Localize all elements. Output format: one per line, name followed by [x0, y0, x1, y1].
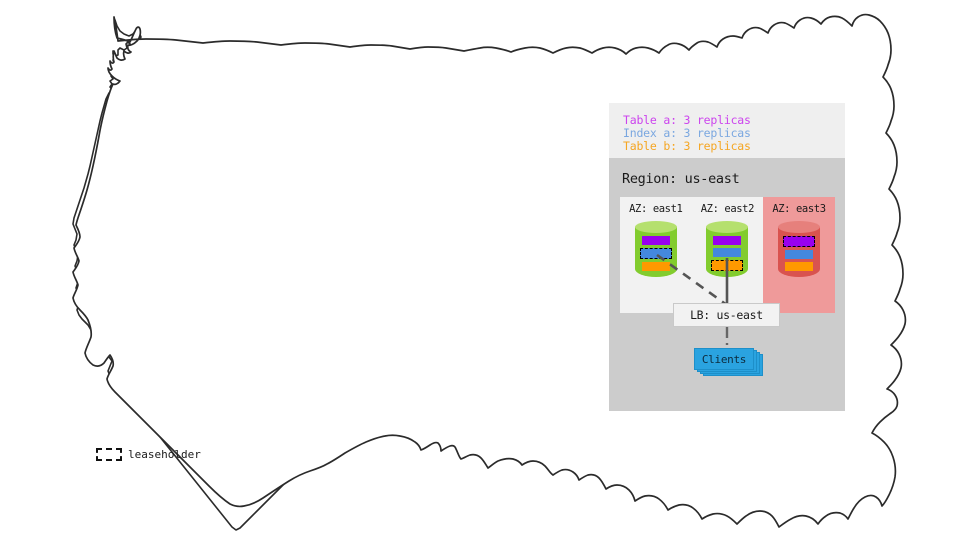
- database-cylinder-east1[interactable]: [634, 221, 677, 283]
- az-label-east1: AZ: east1: [629, 203, 683, 215]
- load-balancer-label: LB: us-east: [690, 308, 763, 322]
- replica-bands: [635, 233, 677, 277]
- replica-bands: [706, 233, 748, 277]
- replica-band-table-a: [641, 236, 670, 245]
- replica-legend-item-table-b: Table b: 3 replicas: [623, 139, 751, 153]
- az-box-east1[interactable]: AZ: east1: [620, 197, 692, 313]
- replica-legend: Table a: 3 replicas Index a: 3 replicas …: [609, 103, 845, 158]
- az-label-east2: AZ: east2: [700, 203, 755, 215]
- replica-band-index-a: [784, 250, 813, 259]
- replica-bands: [778, 233, 820, 277]
- az-box-east3[interactable]: AZ: east3: [763, 197, 835, 313]
- cylinder-top-ellipse: [777, 221, 820, 233]
- cylinder-top-ellipse: [634, 221, 677, 233]
- replica-band-table-a: [713, 236, 742, 245]
- replica-band-table-b: [641, 262, 670, 271]
- replica-legend-item-index-a: Index a: 3 replicas: [623, 126, 751, 140]
- clients-stack[interactable]: Clients: [694, 348, 764, 376]
- leaseholder-legend: leaseholder: [96, 448, 201, 461]
- replica-band-index-a-leaseholder: [639, 248, 672, 259]
- database-cylinder-east3[interactable]: [777, 221, 820, 283]
- az-label-east3: AZ: east3: [772, 203, 826, 215]
- database-cylinder-east2[interactable]: [706, 221, 749, 283]
- replica-band-table-b-leaseholder: [711, 260, 744, 271]
- az-box-east2[interactable]: AZ: east2: [691, 197, 764, 313]
- replica-band-index-a: [713, 248, 742, 257]
- cylinder-top-ellipse: [706, 221, 749, 233]
- region-title: Region: us-east: [622, 171, 740, 187]
- az-row: AZ: east1 AZ: east2: [620, 197, 835, 313]
- replica-legend-item-table-a: Table a: 3 replicas: [623, 113, 751, 127]
- clients-label: Clients: [701, 352, 747, 366]
- leaseholder-dashed-swatch-icon: [96, 448, 122, 461]
- load-balancer-box[interactable]: LB: us-east: [673, 303, 780, 327]
- leaseholder-legend-label: leaseholder: [128, 448, 201, 461]
- clients-card-front[interactable]: Clients: [694, 348, 754, 370]
- replica-band-table-b: [784, 262, 813, 271]
- replica-band-table-a-leaseholder: [782, 236, 815, 247]
